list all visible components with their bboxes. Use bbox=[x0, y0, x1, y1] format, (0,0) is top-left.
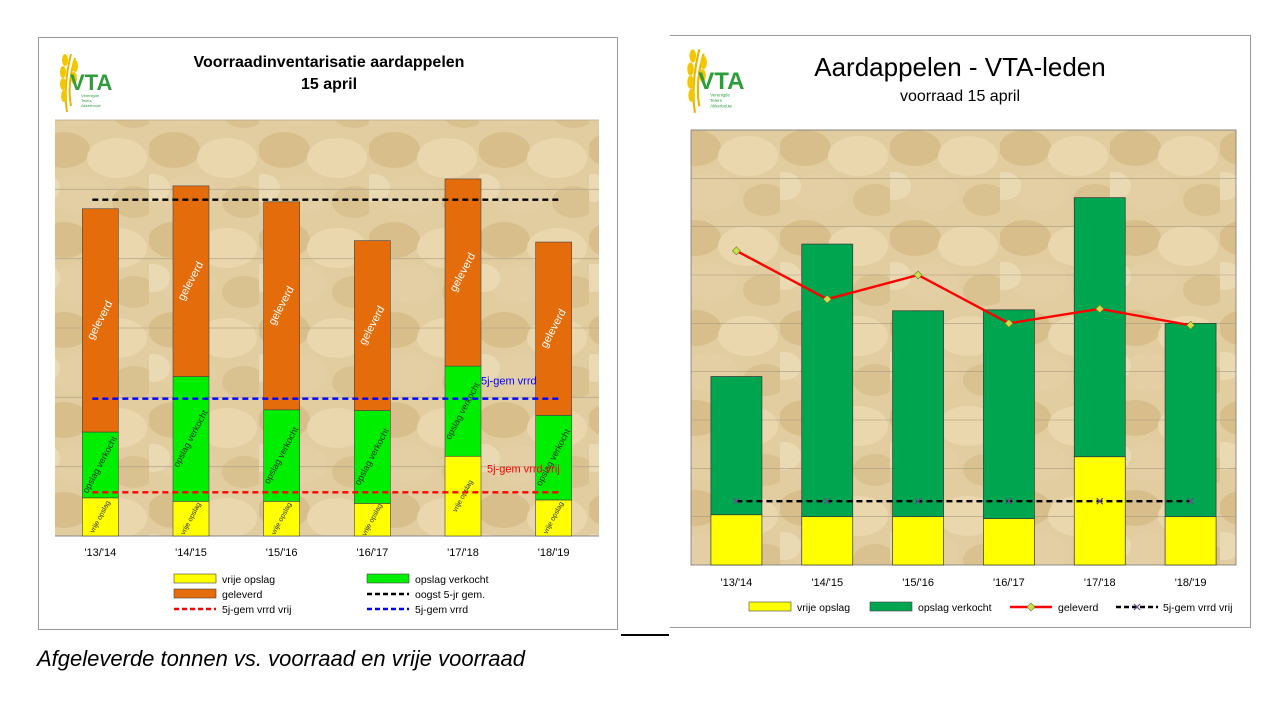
x-tick-label: '17/'18 bbox=[1084, 577, 1116, 589]
page-caption: Afgeleverde tonnen vs. voorraad en vrije… bbox=[37, 646, 525, 671]
legend-swatch bbox=[748, 601, 792, 612]
legend-label: 5j-gem vrrd vrij bbox=[1163, 602, 1232, 614]
svg-text:Akkerbouw: Akkerbouw bbox=[710, 103, 732, 108]
bar-opslag-verkocht bbox=[535, 415, 572, 501]
legend-swatch bbox=[869, 601, 913, 612]
svg-text:VTA: VTA bbox=[70, 70, 112, 95]
x-tick-label: '14/'15 bbox=[811, 577, 843, 589]
plot-frame bbox=[690, 129, 1237, 566]
legend-label: opslag verkocht bbox=[415, 574, 489, 586]
left-chart-svg: vrije opslag opslag verkocht geleverd '13/'… bbox=[55, 119, 599, 616]
right-chart-panel: VTA Verenigde Telers Akkerbouw Aardappel… bbox=[670, 35, 1251, 628]
x-tick-label: '16/'17 bbox=[993, 577, 1025, 589]
line-marker bbox=[822, 294, 832, 304]
bar-vrije-opslag bbox=[983, 518, 1035, 566]
line-label-red: 5j-gem vrrd vrij bbox=[487, 463, 560, 475]
line-marker bbox=[1096, 497, 1104, 505]
x-tick-label: '13/'14 bbox=[84, 547, 116, 559]
svg-text:VTA: VTA bbox=[698, 68, 744, 95]
line-label-blue: 5j-gem vrrd bbox=[481, 376, 537, 388]
left-chart-title-line1: Voorraadinventarisatie aardappelen bbox=[193, 54, 465, 71]
bar-geleverd bbox=[172, 185, 210, 377]
x-tick-label: '14/'15 bbox=[175, 547, 207, 559]
x-tick-label: '15/'16 bbox=[902, 577, 934, 589]
bar-vrije-opslag bbox=[1073, 456, 1126, 566]
line-marker bbox=[731, 246, 741, 256]
bar-geleverd bbox=[82, 208, 119, 433]
bar-opslag-verkocht bbox=[1164, 322, 1217, 518]
line-marker bbox=[1095, 304, 1105, 314]
svg-text:Telers: Telers bbox=[81, 98, 92, 103]
line-marker bbox=[1186, 320, 1196, 330]
left-chart-title-line2: 15 april bbox=[300, 76, 358, 93]
bar-vrije-opslag bbox=[710, 514, 763, 566]
line-marker bbox=[732, 497, 740, 505]
bar-vrije-opslag bbox=[172, 501, 210, 537]
legend-label: 5j-gem vrrd vrij bbox=[222, 604, 291, 616]
bar-opslag-verkocht bbox=[892, 310, 944, 518]
bar-opslag-verkocht bbox=[710, 376, 763, 516]
x-tick-label: '18/'19 bbox=[538, 547, 570, 559]
legend-marker bbox=[1026, 602, 1036, 612]
legend-label: vrije opslag bbox=[797, 602, 850, 614]
line-marker bbox=[913, 270, 923, 280]
vta-logo: VTA Verenigde Telers Akkerbouw bbox=[687, 49, 745, 113]
bar-vrije-opslag bbox=[1164, 516, 1217, 566]
legend-label: 5j-gem vrrd bbox=[415, 604, 468, 616]
left-chart-panel: VTA Verenigde Telers Akkerbouw Voorraadi… bbox=[38, 37, 618, 630]
bar-vrije-opslag bbox=[444, 455, 482, 537]
svg-text:Akkerbouw: Akkerbouw bbox=[81, 103, 101, 108]
x-tick-label: '13/'14 bbox=[721, 577, 753, 589]
bar-opslag-verkocht bbox=[354, 410, 391, 504]
bar-geleverd bbox=[263, 201, 300, 411]
line-geleverd bbox=[735, 249, 1191, 327]
bar-opslag-verkocht bbox=[1073, 197, 1126, 458]
bar-opslag-verkocht bbox=[444, 365, 482, 457]
legend-label: geleverd bbox=[1058, 602, 1098, 614]
line-marker bbox=[1187, 497, 1195, 505]
bar-vrije-opslag bbox=[892, 516, 944, 566]
x-tick-label: '16/'17 bbox=[356, 547, 388, 559]
legend-swatch bbox=[173, 573, 217, 584]
right-chart-subtitle: voorraad 15 april bbox=[899, 88, 1021, 105]
x-tick-label: '18/'19 bbox=[1175, 577, 1207, 589]
right-chart-title: Aardappelen - VTA-leden bbox=[814, 52, 1106, 82]
bar-opslag-verkocht bbox=[263, 409, 300, 502]
x-tick-label: '15/'16 bbox=[266, 547, 298, 559]
line-marker bbox=[823, 497, 831, 505]
line-marker bbox=[1004, 318, 1014, 328]
line-marker bbox=[1005, 497, 1013, 505]
legend-swatch bbox=[366, 573, 410, 584]
legend-swatch bbox=[173, 588, 217, 599]
bar-opslag-verkocht bbox=[983, 309, 1035, 519]
right-chart-svg: '13/'14 '14/'15 '15/'16 '16/'17 '17/'18 '18/'… bbox=[690, 129, 1237, 614]
legend-label: opslag verkocht bbox=[918, 602, 992, 614]
plot-background bbox=[691, 130, 1236, 565]
legend-label: geleverd bbox=[222, 589, 262, 601]
bar-vrije-opslag bbox=[354, 503, 391, 537]
bar-vrije-opslag bbox=[82, 497, 119, 537]
bar-opslag-verkocht bbox=[801, 243, 854, 518]
legend-label: oogst 5-jr gem. bbox=[415, 589, 485, 601]
bar-geleverd bbox=[444, 178, 482, 367]
svg-text:Telers: Telers bbox=[710, 98, 722, 103]
vta-logo: VTA Verenigde Telers Akkerbouw bbox=[60, 53, 112, 113]
bar-geleverd bbox=[535, 241, 572, 416]
bar-vrije-opslag bbox=[801, 516, 854, 566]
bar-opslag-verkocht bbox=[82, 431, 119, 499]
left-chart-title: Voorraadinventarisatie aardappelen 15 ap… bbox=[159, 52, 499, 96]
bar-opslag-verkocht bbox=[172, 376, 210, 502]
x-tick-label: '17/'18 bbox=[447, 547, 479, 559]
bar-vrije-opslag bbox=[535, 499, 572, 537]
line-marker bbox=[914, 497, 922, 505]
svg-text:Verenigde: Verenigde bbox=[710, 92, 730, 97]
bar-geleverd bbox=[354, 240, 391, 411]
legend-label: vrije opslag bbox=[222, 574, 275, 586]
separator-line bbox=[621, 634, 669, 636]
svg-text:Verenigde: Verenigde bbox=[81, 93, 100, 98]
legend-marker bbox=[1133, 603, 1141, 611]
